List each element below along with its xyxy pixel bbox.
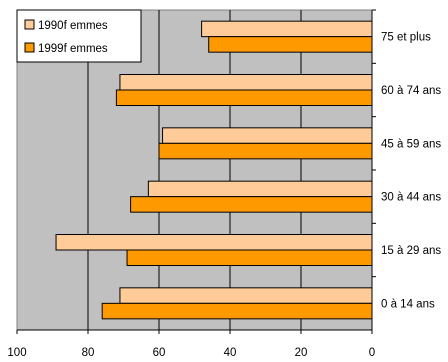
bar <box>162 127 373 144</box>
x-tick-label: 40 <box>224 347 237 359</box>
bar <box>126 249 373 266</box>
bar <box>147 180 373 198</box>
category-label: 45 à 59 ans <box>381 138 441 150</box>
legend-box <box>16 9 142 63</box>
category-label: 60 à 74 ans <box>381 85 441 97</box>
bar <box>208 36 373 53</box>
x-tick-label: 60 <box>153 347 166 359</box>
legend-label-1999: 1999f emmes <box>38 43 108 55</box>
x-tick-label: 0 <box>369 347 375 359</box>
gridlines <box>87 10 302 330</box>
bars <box>55 20 373 320</box>
x-tick-label: 100 <box>7 347 26 359</box>
bar <box>119 74 373 91</box>
category-label: 15 à 29 ans <box>381 245 441 257</box>
legend-swatch-1999 <box>24 42 35 53</box>
x-axis-ticks: 100 80 60 40 20 0 <box>7 330 375 359</box>
legend-swatch-1990 <box>24 19 35 30</box>
x-tick-label: 80 <box>82 347 95 359</box>
category-label: 75 et plus <box>381 32 431 44</box>
bar <box>119 287 373 304</box>
bar <box>201 20 373 38</box>
category-labels: 0 à 14 ans 15 à 29 ans 30 à 44 ans 45 à 59 … <box>372 9 441 310</box>
legend: 1990f emmes 1999f emmes <box>16 9 142 63</box>
bar <box>55 234 373 251</box>
legend-label-1990: 1990f emmes <box>38 20 108 32</box>
bar <box>115 89 373 106</box>
category-label: 30 à 44 ans <box>381 192 441 204</box>
category-label: 0 à 14 ans <box>381 298 435 310</box>
bar <box>158 142 373 160</box>
bar <box>130 196 373 213</box>
plot-area <box>16 9 373 331</box>
x-tick-label: 20 <box>295 347 308 359</box>
bar <box>101 302 373 320</box>
